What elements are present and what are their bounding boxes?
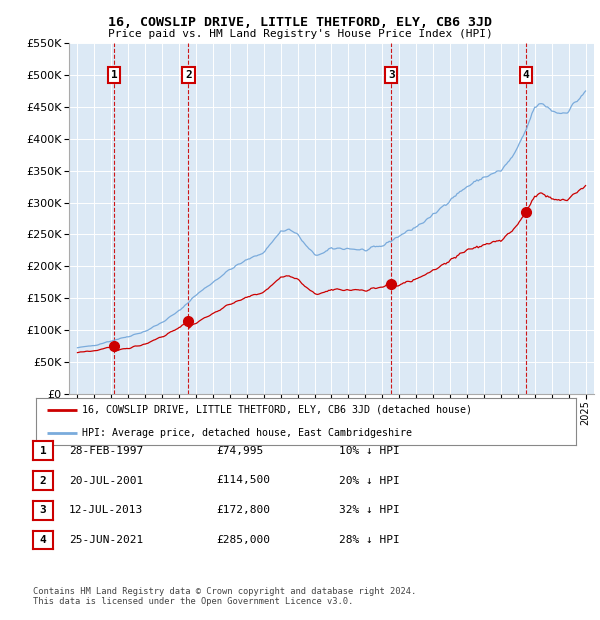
Text: £285,000: £285,000 [216,535,270,545]
Text: 2: 2 [185,70,192,80]
Text: HPI: Average price, detached house, East Cambridgeshire: HPI: Average price, detached house, East… [82,428,412,438]
Text: 20% ↓ HPI: 20% ↓ HPI [339,476,400,485]
Text: 28% ↓ HPI: 28% ↓ HPI [339,535,400,545]
Text: 12-JUL-2013: 12-JUL-2013 [69,505,143,515]
Text: 25-JUN-2021: 25-JUN-2021 [69,535,143,545]
Text: £74,995: £74,995 [216,446,263,456]
Text: £114,500: £114,500 [216,476,270,485]
Text: 2: 2 [40,476,46,485]
Text: 4: 4 [40,535,46,545]
Text: 28-FEB-1997: 28-FEB-1997 [69,446,143,456]
Text: Contains HM Land Registry data © Crown copyright and database right 2024.
This d: Contains HM Land Registry data © Crown c… [33,587,416,606]
Text: 4: 4 [523,70,529,80]
Text: 20-JUL-2001: 20-JUL-2001 [69,476,143,485]
Text: 10% ↓ HPI: 10% ↓ HPI [339,446,400,456]
Text: 16, COWSLIP DRIVE, LITTLE THETFORD, ELY, CB6 3JD: 16, COWSLIP DRIVE, LITTLE THETFORD, ELY,… [108,16,492,29]
Text: Price paid vs. HM Land Registry's House Price Index (HPI): Price paid vs. HM Land Registry's House … [107,29,493,39]
Text: 1: 1 [40,446,46,456]
Text: £172,800: £172,800 [216,505,270,515]
Text: 3: 3 [388,70,395,80]
Text: 1: 1 [110,70,118,80]
Text: 32% ↓ HPI: 32% ↓ HPI [339,505,400,515]
Text: 3: 3 [40,505,46,515]
Text: 16, COWSLIP DRIVE, LITTLE THETFORD, ELY, CB6 3JD (detached house): 16, COWSLIP DRIVE, LITTLE THETFORD, ELY,… [82,405,472,415]
